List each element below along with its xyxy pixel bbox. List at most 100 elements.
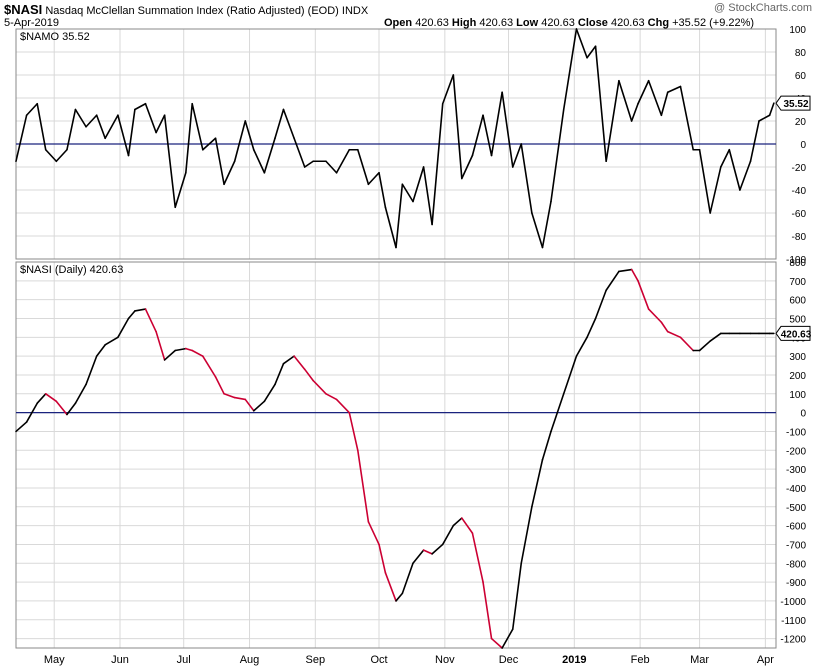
namo-segment — [44, 148, 58, 163]
x-tick-label: Mar — [690, 654, 709, 666]
x-tick-label: Apr — [757, 654, 774, 666]
namo-segment — [630, 102, 639, 122]
nasi-panel-frame — [15, 261, 777, 649]
nasi-segment — [666, 330, 682, 339]
nasi-segment — [490, 637, 503, 649]
x-tick-label: 2019 — [562, 654, 586, 666]
nasi-segment — [431, 543, 444, 555]
nasi-segment — [630, 268, 639, 282]
nasi-segment — [541, 430, 552, 461]
namo-segment — [728, 148, 741, 191]
nasi-last-value-label: 420.63 — [781, 329, 812, 340]
namo-segment — [401, 183, 414, 203]
nasi-segment — [501, 628, 514, 649]
namo-last-value-label: 35.52 — [783, 99, 808, 110]
nasi-segment — [422, 549, 433, 555]
namo-segment — [117, 114, 130, 157]
namo-segment — [163, 114, 177, 209]
namo-segment — [550, 108, 565, 203]
namo-segment — [520, 143, 533, 214]
namo-segment — [531, 212, 544, 249]
close-label: Close — [577, 17, 608, 29]
nasi-segment — [335, 398, 351, 414]
y-tick-label: 300 — [789, 352, 806, 363]
nasi-segment — [586, 317, 597, 339]
namo-segment — [95, 114, 106, 140]
nasi-segment — [637, 280, 650, 310]
nasi-segment — [163, 349, 177, 361]
nasi-segment — [95, 344, 106, 357]
nasi-last-value-tag — [775, 325, 811, 341]
nasi-segment — [263, 383, 276, 403]
nasi-segment — [104, 336, 119, 346]
nasi-segment — [85, 355, 98, 386]
namo-segment — [698, 148, 711, 214]
grid-layer — [15, 28, 777, 649]
namo-segment — [85, 114, 98, 128]
nasi-segment — [127, 310, 136, 320]
x-tick-label: Dec — [499, 654, 519, 666]
namo-segment — [303, 160, 315, 168]
y-tick-label: -500 — [786, 503, 806, 514]
y-tick-label: 600 — [789, 296, 806, 307]
y-tick-label: -20 — [792, 163, 807, 174]
y-tick-label: -600 — [786, 522, 806, 533]
namo-segment — [202, 137, 217, 151]
namo-segment — [25, 102, 39, 117]
close-value: 420.63 — [610, 17, 645, 29]
namo-segment — [185, 102, 194, 174]
x-tick-label: Feb — [631, 654, 650, 666]
namo-segment — [15, 114, 28, 163]
y-tick-label: 0 — [800, 409, 806, 420]
namo-segment — [575, 28, 588, 59]
series-layer — [15, 28, 776, 649]
namo-segment — [155, 114, 166, 134]
nasi-segment — [395, 592, 404, 602]
nasi-segment — [452, 517, 463, 527]
namo-segment — [768, 102, 775, 117]
nasi-segment — [325, 393, 338, 401]
nasi-segment — [25, 402, 39, 423]
namo-segment — [637, 79, 650, 105]
y-tick-label: 500 — [789, 314, 806, 325]
namo-segment — [586, 45, 597, 59]
label-layer: May Jun Jul Aug Sep Oct Nov Dec 2019 Feb Mar Apr 100… — [20, 25, 812, 666]
high-value: 420.63 — [479, 17, 514, 29]
x-tick-label: Jul — [177, 654, 191, 666]
nasi-segment — [412, 549, 425, 565]
namo-segment — [274, 108, 285, 140]
nasi-segment — [647, 308, 663, 324]
nasi-segment — [293, 355, 306, 371]
nasi-segment — [66, 402, 77, 416]
namo-segment — [293, 137, 306, 168]
namo-segment — [395, 183, 404, 249]
y-tick-label: -100 — [786, 255, 806, 266]
symbol: $NASI — [4, 2, 43, 17]
namo-segment — [422, 166, 433, 226]
nasi-segment — [401, 562, 414, 595]
low-label: Low — [516, 17, 539, 29]
y-tick-label: -40 — [792, 186, 807, 197]
namo-segment — [104, 114, 119, 140]
namo-segment — [263, 137, 276, 174]
y-tick-label: 0 — [800, 140, 806, 151]
namo-segment — [378, 171, 387, 209]
namo-segment — [325, 160, 338, 174]
nasi-segment — [223, 393, 236, 399]
open-value: 420.63 — [415, 17, 449, 29]
y-tick-label: 200 — [789, 371, 806, 382]
nasi-segment — [618, 268, 633, 273]
namo-segment — [647, 79, 663, 117]
nasi-segment — [520, 505, 533, 565]
nasi-segment — [185, 347, 194, 352]
nasi-segment — [679, 336, 695, 352]
namo-segment — [36, 102, 47, 151]
nasi-segment — [55, 400, 68, 416]
nasi-segment — [709, 332, 722, 342]
nasi-segment — [367, 521, 380, 546]
x-tick-label: May — [44, 654, 65, 666]
y-tick-label: 20 — [795, 117, 807, 128]
namo-segment — [482, 114, 493, 157]
